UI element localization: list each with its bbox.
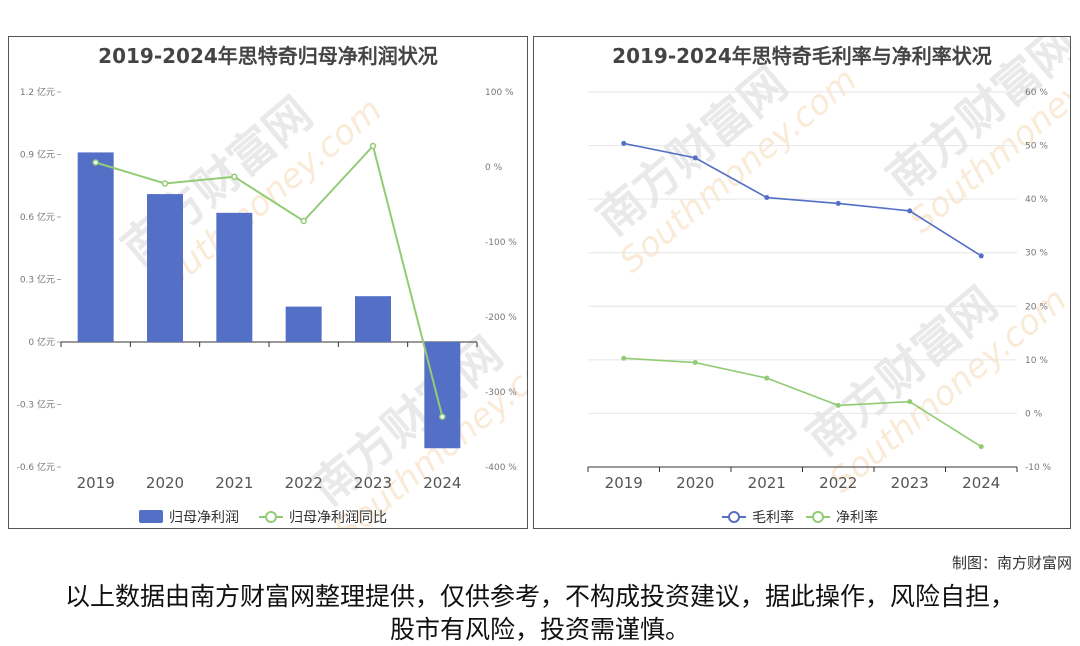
legend-net-marker — [812, 511, 824, 523]
net-margin-point-2021 — [764, 375, 770, 381]
right-axis-tick-label: 40 % — [1025, 195, 1048, 205]
net-margin-point-2023 — [907, 399, 913, 405]
yoy-point-2020 — [161, 180, 169, 187]
left-chart-panel: 2019-2024年思特奇归母净利润状况 南方财富网 Southmoney.com… — [8, 36, 528, 529]
gross-margin-point-2020 — [692, 155, 698, 161]
right-chart-title: 2019-2024年思特奇毛利率与净利率状况 — [612, 44, 992, 68]
legend-gross-label: 毛利率 — [752, 509, 794, 526]
net-margin-line — [623, 357, 982, 448]
right-axis-tick-label: -10 % — [1025, 463, 1052, 473]
yoy-point-2022 — [300, 217, 307, 225]
right-axis-tick-label: -100 % — [485, 238, 517, 248]
gross-margin-point-2019 — [621, 140, 627, 146]
bar-2019 — [77, 152, 114, 342]
gross-margin-point-2024 — [978, 253, 984, 259]
x-axis-label: 2024 — [962, 474, 1000, 492]
legend-line-label: 归母净利润同比 — [289, 509, 387, 526]
right-axis-tick-label: -200 % — [485, 313, 517, 323]
left-chart-svg: 南方财富网Southmoney.com南方财富网Southmoney.com1.… — [17, 86, 527, 528]
x-axis-label: 2019 — [77, 474, 115, 492]
credit-text: 制图：南方财富网 — [951, 554, 1072, 572]
yoy-line — [95, 143, 444, 417]
x-axis-label: 2020 — [676, 474, 714, 492]
right-axis-tick-label: 50 % — [1025, 142, 1048, 152]
net-margin-point-2024 — [978, 444, 984, 450]
left-axis-tick-label: -0.6 亿元 — [17, 461, 55, 473]
legend-gross-marker — [728, 511, 740, 523]
gross-margin-point-2021 — [764, 195, 770, 201]
net-margin-point-2019 — [621, 355, 627, 361]
right-axis-tick-label: 10 % — [1025, 356, 1048, 366]
x-axis-label: 2021 — [215, 474, 253, 492]
left-axis-tick-label: 1.2 亿元 — [20, 86, 55, 98]
right-axis-tick-label: 100 % — [485, 88, 514, 98]
legend-bar-swatch — [139, 510, 163, 523]
legend-bar-label: 归母净利润 — [169, 509, 239, 526]
gross-margin-point-2022 — [835, 200, 841, 206]
gross-margin-point-2023 — [907, 208, 913, 214]
left-chart-title: 2019-2024年思特奇归母净利润状况 — [98, 44, 438, 68]
yoy-point-2023 — [369, 142, 377, 150]
left-axis-tick-label: 0.3 亿元 — [20, 274, 55, 286]
x-axis-label: 2021 — [748, 474, 786, 492]
left-axis-tick-label: 0.6 亿元 — [20, 211, 55, 223]
x-axis-label: 2020 — [146, 474, 184, 492]
bar-2020 — [147, 194, 183, 342]
bar-2021 — [216, 212, 253, 342]
right-axis-tick-label: 20 % — [1025, 302, 1048, 312]
yoy-point-2024 — [439, 413, 446, 420]
right-axis-tick-label: -300 % — [485, 388, 517, 398]
x-axis-label: 2024 — [423, 474, 461, 492]
disclaimer-text: 以上数据由南方财富网整理提供，仅供参考，不构成投资建议，据此操作，风险自担，股市… — [64, 582, 1015, 644]
legend-line-marker — [265, 511, 277, 523]
left-axis-tick-label: 0 亿元 — [28, 336, 55, 348]
right-axis-tick-label: -400 % — [485, 463, 517, 473]
x-axis-label: 2022 — [819, 474, 857, 492]
bar-2023 — [355, 296, 391, 342]
x-axis-label: 2023 — [354, 474, 392, 492]
right-chart-panel: 2019-2024年思特奇毛利率与净利率状况 南方财富网 Southmoney.c… — [533, 36, 1071, 529]
right-axis-tick-label: 60 % — [1025, 88, 1048, 98]
x-axis-label: 2019 — [605, 474, 643, 492]
gross-margin-line — [623, 142, 982, 257]
x-axis-label: 2022 — [285, 474, 323, 492]
bar-2024 — [424, 342, 461, 449]
right-axis-tick-label: 0 % — [1025, 409, 1043, 419]
net-margin-point-2020 — [692, 360, 698, 366]
left-axis-tick-label: 0.9 亿元 — [20, 149, 55, 161]
legend-net-label: 净利率 — [836, 509, 878, 526]
x-axis-label: 2023 — [891, 474, 929, 492]
bar-2022 — [285, 306, 322, 342]
right-axis-tick-label: 30 % — [1025, 249, 1048, 259]
right-axis-tick-label: 0 % — [485, 163, 503, 173]
left-axis-tick-label: -0.3 亿元 — [17, 399, 55, 411]
yoy-point-2019 — [92, 159, 99, 166]
yoy-point-2021 — [231, 173, 238, 180]
net-margin-point-2022 — [835, 402, 841, 408]
